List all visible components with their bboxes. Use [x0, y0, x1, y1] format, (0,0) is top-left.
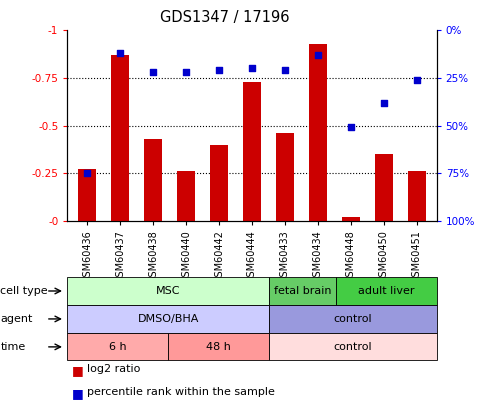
Text: log2 ratio: log2 ratio [87, 364, 141, 375]
Bar [78, 169, 96, 221]
Bar [144, 139, 162, 221]
Bar [309, 44, 327, 221]
Bar [408, 171, 426, 221]
Bar [177, 171, 195, 221]
Text: cell type: cell type [0, 286, 48, 296]
Point [248, 65, 256, 72]
Text: DMSO/BHA: DMSO/BHA [137, 314, 199, 324]
Point [314, 52, 322, 58]
Text: 6 h: 6 h [109, 342, 127, 352]
Text: MSC: MSC [156, 286, 180, 296]
Text: GDS1347 / 17196: GDS1347 / 17196 [160, 10, 289, 25]
Text: ■: ■ [72, 387, 88, 400]
Point [149, 69, 157, 75]
Point [281, 67, 289, 74]
Text: ■: ■ [72, 364, 88, 377]
Text: fetal brain: fetal brain [273, 286, 331, 296]
Point [347, 124, 355, 131]
Bar [276, 133, 294, 221]
Point [413, 77, 421, 83]
Text: control: control [333, 342, 372, 352]
Point [83, 170, 91, 177]
Point [380, 100, 388, 106]
Text: adult liver: adult liver [358, 286, 415, 296]
Bar [375, 154, 393, 221]
Text: percentile rank within the sample: percentile rank within the sample [87, 387, 275, 397]
Text: time: time [0, 342, 26, 352]
Point [215, 67, 223, 74]
Bar [210, 145, 228, 221]
Text: control: control [333, 314, 372, 324]
Text: 48 h: 48 h [206, 342, 231, 352]
Point [182, 69, 190, 75]
Point [116, 50, 124, 56]
Bar [243, 82, 261, 221]
Bar [111, 55, 129, 221]
Bar [342, 217, 360, 221]
Text: agent: agent [0, 314, 33, 324]
